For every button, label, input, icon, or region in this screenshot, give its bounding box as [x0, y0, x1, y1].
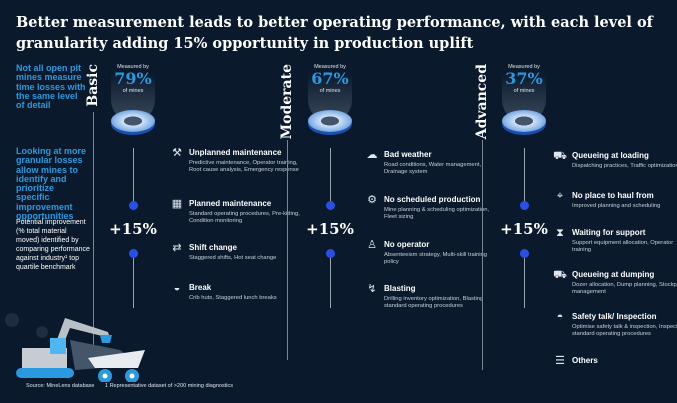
- hourglass-icon: ⧗: [556, 227, 564, 239]
- of-mines-label: of mines: [513, 88, 535, 94]
- uplift-dot: [326, 201, 335, 210]
- level-divider: [482, 140, 483, 370]
- loss-item-title: Shift change: [189, 243, 238, 252]
- calendar-clock-icon: ▦: [171, 198, 183, 210]
- loss-item: Unplanned maintenance Predictive mainten…: [189, 148, 304, 174]
- loss-item: No scheduled production Mine planning & …: [384, 195, 499, 221]
- location-pins-icon: ⌖: [556, 190, 564, 202]
- hard-hat-icon: ◓: [556, 311, 564, 323]
- loss-item: Queueing at dumping Dozer allocation, Du…: [572, 270, 677, 296]
- uplift-line: [330, 148, 331, 206]
- granular-text: Looking at more granular losses allow mi…: [16, 146, 87, 222]
- loss-item-title: Queueing at dumping: [572, 270, 655, 279]
- loss-item: Blasting Drilling inventory optimization…: [384, 284, 499, 310]
- uplift-dot: [326, 249, 335, 258]
- loss-item-desc: Improved planning and scheduling: [572, 203, 661, 209]
- swap-arrows-icon: ⇄: [172, 242, 182, 254]
- uplift-dot: [520, 201, 529, 210]
- uplift-line: [524, 258, 525, 308]
- loss-item-desc: Drilling inventory optimization, Blastin…: [384, 296, 484, 310]
- loss-item-desc: Staggered shifts, Hot seat change: [189, 255, 277, 261]
- measured-by-label: Measured by: [508, 64, 540, 70]
- blasting-icon: ↯: [367, 283, 377, 295]
- loss-item: Bad weather Road conditions, Water manag…: [384, 150, 499, 176]
- level-label-1: Moderate: [279, 64, 295, 140]
- source-note: Source: MineLens database: [26, 383, 95, 389]
- level-label-2: Advanced: [474, 64, 490, 140]
- truck-icon: ⛟: [553, 150, 567, 162]
- level-divider: [287, 140, 288, 360]
- loss-item-desc: Predictive maintenance, Operator trainin…: [189, 160, 299, 174]
- bowl-icon: ◒: [173, 282, 181, 294]
- measured-pct: 79%: [114, 69, 152, 88]
- loss-item: Break Crib huts, Staggered lunch breaks: [189, 283, 304, 302]
- loss-item-title: Break: [189, 283, 212, 292]
- loss-item-title: Blasting: [384, 284, 416, 293]
- loss-item-title: Others: [572, 356, 598, 365]
- uplift-line: [330, 258, 331, 308]
- measured-pct: 37%: [505, 69, 543, 88]
- loss-item-desc: Standard operating procedures, Pre-kitti…: [189, 211, 300, 225]
- loss-item-title: No scheduled production: [384, 195, 481, 204]
- loss-item: Shift change Staggered shifts, Hot seat …: [189, 243, 304, 262]
- improvement-note: Potential improvement (% total material …: [16, 219, 90, 271]
- loss-item-title: No place to haul from: [572, 191, 654, 200]
- page-title: Better measurement leads to better opera…: [16, 14, 653, 52]
- loss-item-desc: Crib huts, Staggered lunch breaks: [189, 295, 277, 301]
- uplift-dot: [129, 249, 138, 258]
- level-label-0: Basic: [85, 64, 101, 107]
- rain-cloud-icon: ☁: [366, 149, 378, 161]
- measured-pct: 67%: [311, 69, 349, 88]
- loss-item: No operator Absenteeism strategy, Multi-…: [384, 240, 499, 266]
- loss-item-desc: Absenteeism strategy, Multi-skill traini…: [384, 252, 487, 266]
- of-mines-label: of mines: [319, 88, 341, 94]
- measured-by-label: Measured by: [117, 64, 149, 70]
- gear-icon: ⚙: [367, 194, 377, 206]
- uplift-dot: [129, 201, 138, 210]
- uplift-line: [524, 148, 525, 206]
- loss-item-title: Unplanned maintenance: [189, 148, 282, 157]
- loss-item: Planned maintenance Standard operating p…: [189, 199, 304, 225]
- disc-icon: [308, 110, 352, 132]
- measured-by-block: Measured by 79% of mines: [103, 64, 163, 94]
- loss-item-desc: Dispatching practices, Traffic optimizat…: [572, 163, 677, 169]
- loss-item-title: Bad weather: [384, 150, 432, 159]
- intro-text: Not all open pit mines measure time loss…: [16, 63, 86, 111]
- mining-equipment-illustration: [5, 313, 145, 382]
- loss-item: Safety talk/ Inspection Optimise safety …: [572, 312, 677, 338]
- loss-item-desc: Dozer allocation, Dump planning, Stockpi…: [572, 282, 677, 296]
- uplift-value: +15%: [109, 220, 157, 238]
- loss-item-title: Waiting for support: [572, 228, 646, 237]
- loss-item-desc: Mine planning & scheduling optimization,…: [384, 207, 490, 221]
- loss-item-title: Queueing at loading: [572, 151, 649, 160]
- loss-item-title: Planned maintenance: [189, 199, 272, 208]
- disc-icon: [502, 110, 546, 132]
- loss-item-desc: Optimise safety talk & inspection, Inspe…: [572, 324, 677, 338]
- loss-item: Others: [572, 356, 677, 368]
- loss-item: Queueing at loading Dispatching practice…: [572, 151, 677, 170]
- loss-item-title: No operator: [384, 240, 430, 249]
- dump-truck-icon: ⛟: [553, 269, 567, 281]
- level-divider: [93, 112, 94, 360]
- person-icon: ♙: [367, 239, 377, 251]
- of-mines-label: of mines: [122, 88, 144, 94]
- footnote: 1 Representative dataset of >200 mining …: [105, 383, 233, 389]
- list-icon: ☰: [555, 355, 565, 367]
- loss-item-desc: Support equipment allocation, Operator t…: [572, 240, 674, 254]
- loss-item: Waiting for support Support equipment al…: [572, 228, 677, 254]
- disc-icon: [111, 110, 155, 132]
- measured-by-block: Measured by 67% of mines: [300, 64, 360, 94]
- loss-item: No place to haul from Improved planning …: [572, 191, 677, 210]
- uplift-value: +15%: [500, 220, 548, 238]
- loss-item-desc: Road conditions, Water management, Drain…: [384, 162, 482, 176]
- loss-item-title: Safety talk/ Inspection: [572, 312, 657, 321]
- uplift-line: [133, 258, 134, 308]
- measured-by-label: Measured by: [314, 64, 346, 70]
- tools-icon: ⚒: [172, 147, 182, 159]
- uplift-dot: [520, 249, 529, 258]
- uplift-value: +15%: [306, 220, 354, 238]
- uplift-line: [133, 148, 134, 206]
- measured-by-block: Measured by 37% of mines: [494, 64, 554, 94]
